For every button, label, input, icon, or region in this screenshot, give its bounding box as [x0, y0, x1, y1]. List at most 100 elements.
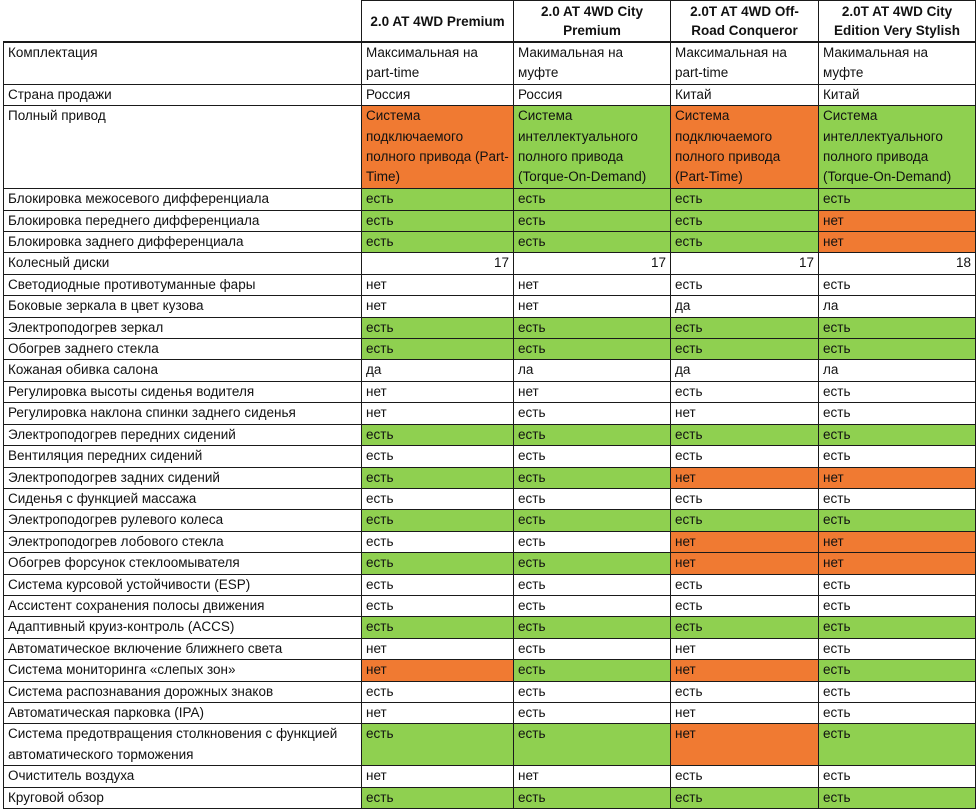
value-cell: есть: [513, 680, 671, 703]
row-label: Электроподогрев рулевого колеса: [3, 509, 362, 532]
value-cell: 17: [513, 252, 671, 275]
row-label: Очиститель воздуха: [3, 765, 362, 788]
value-cell: есть: [513, 594, 671, 618]
header-corner-cell: [3, 0, 362, 43]
table-row: Кожаная обивка салона да ла да ла: [3, 359, 976, 382]
row-label: Обогрев форсунок стеклоомывателя: [3, 552, 362, 575]
value-cell: 17: [670, 252, 819, 275]
row-label: Система предотвращения столкновения с фу…: [3, 723, 362, 767]
value-cell: есть: [670, 765, 819, 788]
value-cell: есть: [670, 273, 819, 297]
table-row: Блокировка межосевого дифференциала есть е…: [3, 188, 976, 211]
row-label: Автоматическая парковка (IPA): [3, 701, 362, 725]
value-cell: Китай: [818, 83, 976, 107]
table-row: Полный привод Система подключаемого полно…: [3, 105, 976, 190]
value-cell: нет: [670, 552, 819, 575]
value-cell: есть: [818, 509, 976, 532]
value-cell: есть: [818, 616, 976, 639]
row-label: Система распознавания дорожных знаков: [3, 680, 362, 703]
table-row: Круговой обзор есть есть есть есть: [3, 786, 976, 809]
value-cell: нет: [818, 552, 976, 575]
value-cell: Система подключаемого полного привода (P…: [361, 105, 514, 190]
row-label: Комплектация: [3, 41, 362, 85]
header-row: 2.0 AT 4WD Premium 2.0 AT 4WD City Premi…: [3, 0, 976, 43]
value-cell: есть: [670, 188, 819, 211]
value-cell: есть: [513, 487, 671, 511]
value-cell: есть: [670, 680, 819, 703]
value-cell: есть: [670, 487, 819, 511]
value-cell: есть: [818, 680, 976, 703]
value-cell: нет: [513, 295, 671, 318]
row-label: Электроподогрев зеркал: [3, 316, 362, 340]
value-cell: нет: [513, 273, 671, 297]
row-label: Вентиляция передних сидений: [3, 445, 362, 468]
table-row: Регулировка высоты сиденья водителя нет не…: [3, 380, 976, 404]
row-label: Регулировка наклона спинки заднего сиден…: [3, 402, 362, 425]
value-cell: есть: [670, 445, 819, 468]
table-row: Адаптивный круиз-контроль (ACCS) есть есть…: [3, 616, 976, 639]
value-cell: Система подключаемого полного привода (P…: [670, 105, 819, 190]
value-cell: есть: [818, 188, 976, 211]
row-label: Полный привод: [3, 105, 362, 190]
value-cell: нет: [670, 530, 819, 554]
table-row: Ассистент сохранения полосы движения есть…: [3, 594, 976, 618]
row-label: Сиденья с функцией массажа: [3, 487, 362, 511]
table-row: Колесный диски 17 17 17 18: [3, 252, 976, 275]
value-cell: есть: [361, 338, 514, 361]
value-cell: Система интеллектуального полного привод…: [513, 105, 671, 190]
value-cell: есть: [513, 423, 671, 447]
table-row: Система предотвращения столкновения с фу…: [3, 723, 976, 767]
value-cell: есть: [361, 509, 514, 532]
value-cell: ла: [818, 359, 976, 382]
table-row: Электроподогрев задних сидений есть есть не…: [3, 466, 976, 489]
value-cell: есть: [818, 723, 976, 767]
value-cell: Россия: [361, 83, 514, 107]
table-row: Очиститель воздуха нет нет есть есть: [3, 765, 976, 788]
row-label: Кожаная обивка салона: [3, 359, 362, 382]
header-trim-3: 2.0T AT 4WD Off-Road Conqueror: [670, 0, 819, 43]
value-cell: Китай: [670, 83, 819, 107]
value-cell: есть: [361, 594, 514, 618]
value-cell: есть: [670, 573, 819, 596]
value-cell: есть: [361, 723, 514, 767]
table-row: Автоматическая парковка (IPA) нет есть нет е…: [3, 701, 976, 725]
value-cell: есть: [513, 231, 671, 254]
value-cell: нет: [670, 402, 819, 425]
header-trim-2: 2.0 AT 4WD City Premium: [513, 0, 671, 43]
table-row: Светодиодные противотуманные фары нет нет е…: [3, 273, 976, 297]
table-row: Система мониторинга «слепых зон» нет есть н…: [3, 659, 976, 682]
table-row: Система курсовой устойчивости (ESP) есть е…: [3, 573, 976, 596]
row-label: Система мониторинга «слепых зон»: [3, 659, 362, 682]
row-label: Электроподогрев задних сидений: [3, 466, 362, 489]
value-cell: нет: [361, 765, 514, 788]
value-cell: нет: [818, 530, 976, 554]
value-cell: есть: [670, 338, 819, 361]
value-cell: 17: [361, 252, 514, 275]
row-label: Регулировка высоты сиденья водителя: [3, 380, 362, 404]
value-cell: есть: [818, 423, 976, 447]
value-cell: есть: [513, 723, 671, 767]
table-row: Электроподогрев рулевого колеса есть есть е…: [3, 509, 976, 532]
table-row: Комплектация Максимальная на part-time Мак…: [3, 41, 976, 85]
value-cell: есть: [818, 637, 976, 661]
value-cell: есть: [670, 509, 819, 532]
value-cell: нет: [670, 637, 819, 661]
value-cell: есть: [361, 552, 514, 575]
row-label: Электроподогрев передних сидений: [3, 423, 362, 447]
value-cell: Россия: [513, 83, 671, 107]
value-cell: 18: [818, 252, 976, 275]
value-cell: есть: [513, 188, 671, 211]
row-label: Круговой обзор: [3, 786, 362, 809]
row-label: Боковые зеркала в цвет кузова: [3, 295, 362, 318]
table-row: Сиденья с функцией массажа есть есть есть ес…: [3, 487, 976, 511]
value-cell: Система интеллектуального полного привод…: [818, 105, 976, 190]
value-cell: есть: [513, 637, 671, 661]
value-cell: есть: [513, 573, 671, 596]
value-cell: есть: [361, 466, 514, 489]
table-row: Страна продажи Россия Россия Китай Китай: [3, 83, 976, 107]
table-row: Вентиляция передних сидений есть есть есть е…: [3, 445, 976, 468]
value-cell: есть: [513, 616, 671, 639]
value-cell: есть: [818, 273, 976, 297]
value-cell: есть: [361, 530, 514, 554]
value-cell: Макимальная на муфте: [513, 41, 671, 85]
